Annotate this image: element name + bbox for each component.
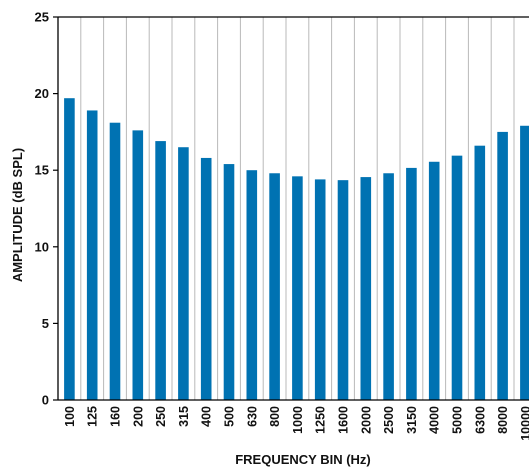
bar-500 bbox=[223, 164, 235, 400]
bar-3150 bbox=[406, 167, 417, 400]
bar-4000 bbox=[428, 161, 440, 400]
x-tick-label: 400 bbox=[200, 406, 214, 427]
y-tick-label: 0 bbox=[42, 393, 49, 408]
x-tick-label: 630 bbox=[245, 406, 259, 427]
x-tick-label: 125 bbox=[86, 406, 100, 427]
x-tick-label: 1000 bbox=[291, 406, 305, 434]
bar-100 bbox=[64, 98, 75, 400]
y-tick-label: 5 bbox=[42, 316, 49, 331]
x-tick-label: 1600 bbox=[337, 406, 351, 434]
x-tick-label: 6300 bbox=[473, 406, 487, 434]
bar-1600 bbox=[337, 180, 349, 400]
bar-2500 bbox=[383, 173, 394, 400]
x-tick-label: 200 bbox=[131, 406, 145, 427]
y-axis-title: AMPLITUDE (dB SPL) bbox=[10, 148, 25, 282]
bar-400 bbox=[200, 157, 212, 400]
x-tick-label: 800 bbox=[268, 406, 282, 427]
bar-1000 bbox=[292, 176, 303, 400]
y-tick-label: 25 bbox=[35, 10, 49, 25]
bar-630 bbox=[246, 170, 258, 400]
bar-125 bbox=[86, 110, 98, 400]
x-tick-label: 5000 bbox=[451, 406, 465, 434]
x-tick-label: 3150 bbox=[405, 406, 419, 434]
x-tick-label: 1250 bbox=[314, 406, 328, 434]
bar-315 bbox=[178, 147, 189, 400]
bar-2000 bbox=[360, 177, 372, 400]
bar-8000 bbox=[497, 131, 508, 400]
x-tick-label: 4000 bbox=[428, 406, 442, 434]
bar-6300 bbox=[474, 145, 486, 400]
y-tick-label: 15 bbox=[35, 163, 49, 178]
bar-1250 bbox=[314, 179, 326, 400]
bar-10000 bbox=[520, 125, 529, 401]
x-tick-label: 500 bbox=[223, 406, 237, 427]
x-tick-label: 160 bbox=[109, 406, 123, 427]
x-tick-label: 2000 bbox=[359, 406, 373, 434]
bar-200 bbox=[132, 130, 144, 400]
y-tick-labels: 0 5 10 15 20 25 bbox=[35, 10, 58, 408]
y-tick-label: 10 bbox=[35, 239, 49, 254]
x-tick-labels: 100 125 160 200 250 315 400 500 630 800 1000 1250 16… bbox=[63, 406, 529, 441]
x-axis-title: FREQUENCY BIN (Hz) bbox=[235, 452, 371, 467]
bar-5000 bbox=[451, 155, 463, 400]
x-tick-label: 10000 bbox=[519, 406, 529, 441]
x-tick-label: 2500 bbox=[382, 406, 396, 434]
x-tick-label: 315 bbox=[177, 406, 191, 427]
bars bbox=[64, 98, 529, 401]
bar-160 bbox=[109, 122, 121, 401]
x-tick-label: 250 bbox=[154, 406, 168, 427]
y-tick-label: 20 bbox=[35, 86, 49, 101]
x-tick-label: 100 bbox=[63, 406, 77, 427]
gridlines bbox=[80, 17, 515, 400]
bar-800 bbox=[269, 173, 280, 400]
bar-250 bbox=[155, 141, 166, 400]
axes bbox=[57, 16, 529, 401]
x-tick-label: 8000 bbox=[496, 406, 510, 434]
